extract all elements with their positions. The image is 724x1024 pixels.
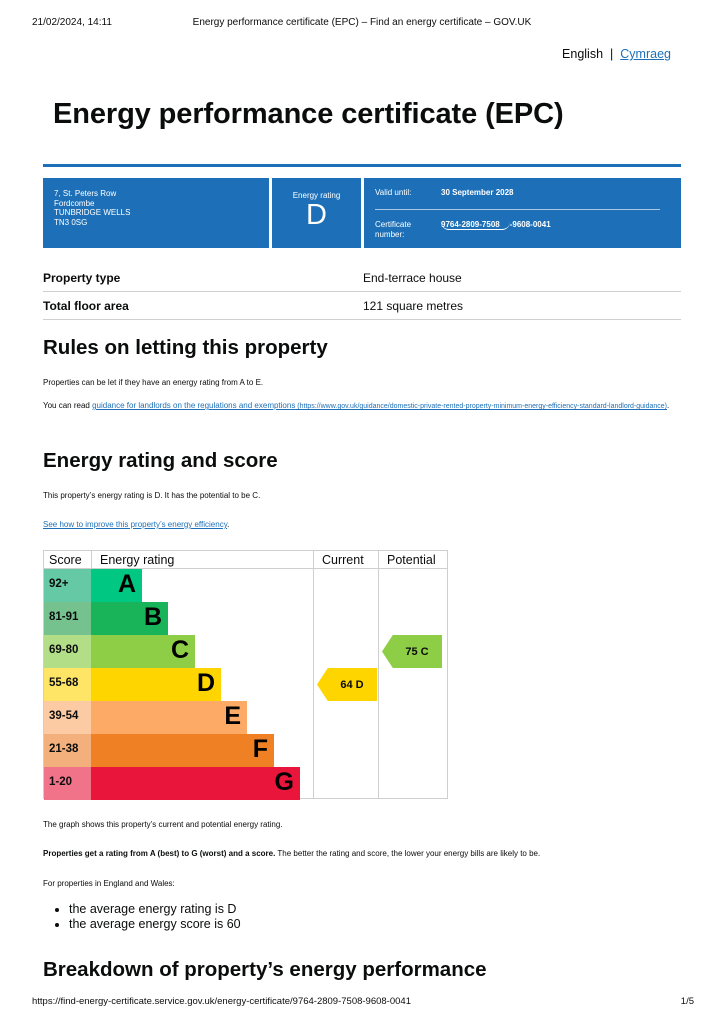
valid-until-label: Valid until: [375,188,412,197]
language-cymraeg-link[interactable]: Cymraeg [620,47,671,61]
band-bar: B [91,602,168,635]
certificate-number-part: 9764-2809-7508 [441,220,510,230]
band-letter: A [117,570,136,598]
summary-value: 121 square metres [363,298,464,313]
language-current: English [562,47,604,61]
band-bar: C [91,635,195,668]
page-title: Energy performance certificate (EPC) [53,98,564,130]
chart-header: Score Energy rating Current Potential [44,551,447,569]
print-url: https://find-energy-certificate.service.… [32,996,411,1007]
potential-rating-arrow: 75 C [382,635,442,668]
energy-rating-heading: Energy rating and score [43,449,278,472]
certificate-meta: Valid until: 30 September 2028 Certifica… [364,178,681,248]
landlord-guidance-url: (https://www.gov.uk/guidance/domestic-pr… [295,403,668,410]
improve-suffix: . [227,520,230,529]
rating-explanation: Properties get a rating from A (best) to… [43,849,679,859]
language-separator: | [610,47,614,61]
improve-efficiency-link[interactable]: See how to improve this property’s energ… [43,520,228,529]
rating-explanation-rest: The better the rating and score, the low… [275,849,541,858]
certificate-summary-box: 7, St. Peters Row Fordcombe TUNBRIDGE WE… [43,178,681,248]
band-bar: D [91,668,221,701]
chart-gridline [378,551,379,798]
valid-until-value: 30 September 2028 [441,188,514,197]
column-header-current: Current [322,553,364,567]
current-rating-arrow: 64 D [317,668,377,701]
property-address: 7, St. Peters Row Fordcombe TUNBRIDGE WE… [43,178,269,248]
band-bar: A [91,569,142,602]
band-bar: E [91,701,247,734]
letting-heading: Rules on letting this property [43,336,328,359]
language-switcher: English | Cymraeg [562,47,671,61]
landlord-guidance-paragraph: You can read guidance for landlords on t… [43,401,679,412]
band-bar: F [91,734,274,767]
print-page-number: 1/5 [680,996,694,1007]
column-header-energy-rating: Energy rating [100,553,175,567]
chart-caption: The graph shows this property’s current … [43,820,283,829]
averages-list: the average energy rating is D the avera… [69,902,241,932]
energy-rating-letter: D [306,199,327,231]
band-letter: F [252,735,268,763]
average-score-item: the average energy score is 60 [69,917,241,932]
band-score: 69-80 [44,635,91,668]
landlord-guidance-link[interactable]: guidance for landlords on the regulation… [92,401,667,410]
certificate-number-value: 9764-2809-7508 -9608-0041 [441,220,551,240]
band-letter: B [143,603,162,631]
band-score: 21-38 [44,734,91,767]
improve-paragraph: See how to improve this property’s energ… [43,520,679,530]
band-letter: C [170,636,189,664]
band-score: 1-20 [44,767,91,800]
certificate-number-label: Certificate number: [375,220,412,239]
title-divider [43,164,681,167]
band-score: 39-54 [44,701,91,734]
certificate-number-part: -9608-0041 [509,220,551,229]
band-letter: G [274,768,294,796]
address-line: 7, St. Peters Row [54,189,117,198]
band-score: 81-91 [44,602,91,635]
average-rating-item: the average energy rating is D [69,902,241,917]
chart-gridline [313,551,314,798]
summary-key: Total floor area [43,298,129,313]
band-score: 55-68 [44,668,91,701]
energy-rating-label: Energy rating [292,191,341,200]
guidance-suffix: . [667,401,670,410]
summary-value: End-terrace house [363,270,462,285]
print-header: 21/02/2024, 14:11 Energy performance cer… [0,17,724,31]
print-date: 21/02/2024, 14:11 [32,17,112,28]
address-line: TN3 0SG [54,217,88,227]
energy-rating-paragraph: This property’s energy rating is D. It h… [43,491,261,500]
chart-gridline [91,551,92,569]
breakdown-heading: Breakdown of property’s energy performan… [43,958,487,981]
england-wales-intro: For properties in England and Wales: [43,879,175,888]
energy-rating-chart: Score Energy rating Current Potential 92… [43,550,448,800]
band-letter: D [196,669,215,697]
column-header-score: Score [49,553,82,567]
landlord-guidance-link-text: guidance for landlords on the regulation… [92,401,296,410]
summary-row: Property type End-terrace house [43,264,681,292]
property-summary-list: Property type End-terrace house Total fl… [43,264,681,320]
print-title: Energy performance certificate (EPC) – F… [192,17,532,28]
letting-paragraph: Properties can be let if they have an en… [43,378,264,387]
address-line: Fordcombe [54,198,95,208]
energy-rating-panel: Energy rating D [272,178,361,248]
meta-divider [375,209,660,210]
band-letter: E [224,702,241,730]
address-line: TUNBRIDGE WELLS [54,208,131,217]
column-header-potential: Potential [387,553,436,567]
summary-row: Total floor area 121 square metres [43,292,681,320]
guidance-prefix: You can read [43,401,93,410]
chart-header-rule [44,568,447,569]
band-bar: G [91,767,300,800]
band-score: 92+ [44,569,91,602]
summary-key: Property type [43,270,121,285]
rating-explanation-bold: Properties get a rating from A (best) to… [43,849,276,858]
